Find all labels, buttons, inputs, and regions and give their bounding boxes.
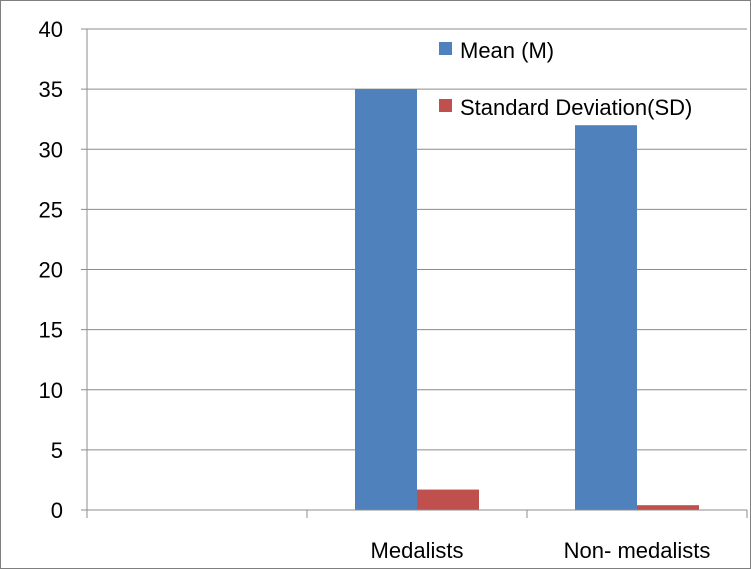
y-axis-ticks: 0 5 10 15 20 25 30 35 40 — [39, 17, 87, 523]
legend-swatch-1 — [439, 42, 452, 55]
x-axis-ticks: Medalists Non- medalists — [86, 510, 748, 563]
bar-mean-2 — [355, 89, 417, 510]
y-tick-label-20: 20 — [39, 258, 63, 283]
y-tick-label-0: 0 — [51, 498, 63, 523]
y-tick-label-25: 25 — [39, 197, 63, 222]
legend-swatch-2 — [439, 99, 452, 112]
legend-label-2: Standard Deviation(SD) — [460, 95, 692, 120]
bar-sd-2 — [417, 489, 479, 510]
bar-mean-3 — [575, 125, 637, 510]
y-tick-label-15: 15 — [39, 318, 63, 343]
bars — [355, 89, 699, 510]
y-tick-label-5: 5 — [51, 438, 63, 463]
legend: Mean (M) Standard Deviation(SD) — [439, 38, 692, 120]
bar-sd-3 — [637, 505, 699, 510]
y-tick-label-40: 40 — [39, 17, 63, 42]
x-tick-label-3: Non- medalists — [564, 538, 711, 563]
y-tick-label-30: 30 — [39, 137, 63, 162]
legend-label-1: Mean (M) — [460, 38, 554, 63]
y-tick-label-10: 10 — [39, 378, 63, 403]
x-tick-label-2: Medalists — [371, 538, 464, 563]
y-tick-label-35: 35 — [39, 77, 63, 102]
